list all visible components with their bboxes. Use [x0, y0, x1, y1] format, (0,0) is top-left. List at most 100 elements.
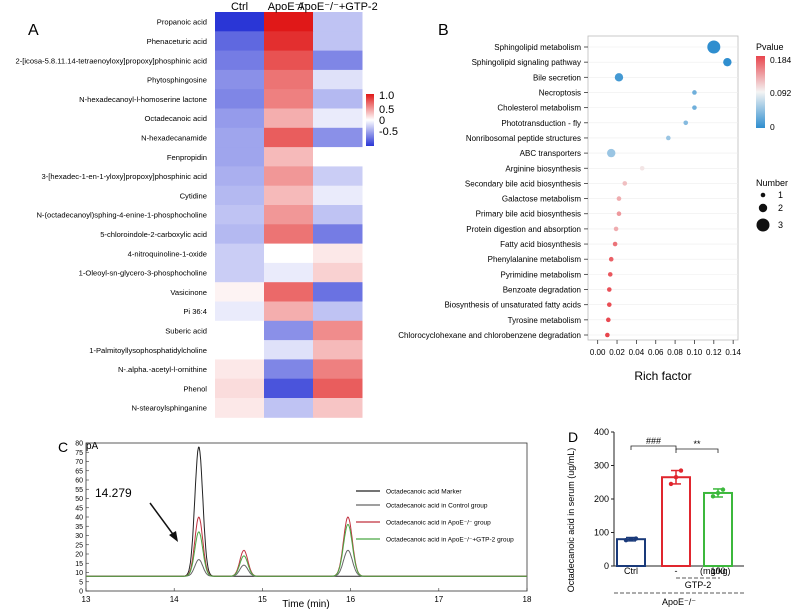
- heatmap-row-label: 1-Palmitoyllysophosphatidylcholine: [89, 346, 207, 355]
- chromatogram-line: [86, 446, 527, 577]
- heatmap-cell: [313, 50, 363, 71]
- chromatogram-y-tick-label: 65: [75, 468, 83, 475]
- colorbar-tick-label: 0.5: [379, 104, 394, 116]
- heatmap-cell: [215, 89, 265, 109]
- bubble-point: [606, 302, 612, 307]
- bar-data-point: [628, 537, 634, 542]
- heatmap-cell: [313, 185, 363, 206]
- heatmap-cell: [215, 147, 265, 167]
- bubble-point: [616, 196, 622, 201]
- colorbar-tick-label: -0.5: [379, 126, 398, 138]
- chromatogram-y-tick-label: 5: [79, 579, 83, 586]
- bar-data-point: [668, 481, 674, 487]
- heatmap-row-label: 1-Oleoyl-sn-glycero-3-phosphocholine: [79, 269, 207, 278]
- heatmap-row-label: N-hexadecanamide: [141, 133, 207, 142]
- heatmap-cell: [215, 31, 265, 52]
- chromatogram-y-ticks: 0 5 10 15 20 25 30 35 40 45 50 55 60 65 70 75 80: [75, 441, 89, 596]
- chromatogram-frame: [85, 442, 528, 592]
- bar-y-tick-label: 100: [594, 528, 609, 538]
- size-legend-dot: [760, 192, 766, 198]
- bar-dose-label: GTP-2: [685, 580, 712, 590]
- heatmap-cell: [264, 398, 314, 418]
- bubble-point: [607, 272, 613, 277]
- panel-c-label: C: [58, 439, 68, 455]
- bubble-category-label: Phenylalanine metabolism: [488, 255, 582, 264]
- bubble-x-tick-label: 0.06: [648, 348, 664, 357]
- bubble-category-label: Sphingolipid signaling pathway: [472, 58, 581, 67]
- bar-y-tick-label: 400: [594, 427, 609, 437]
- bar: [616, 538, 646, 568]
- bubble-x-tick-label: 0.04: [629, 348, 645, 357]
- panel-d-label: D: [568, 429, 578, 445]
- heatmap-cell: [264, 166, 314, 187]
- chromatogram-legend-label: Octadecanoic acid in Control group: [386, 503, 488, 510]
- heatmap-cell: [215, 108, 265, 129]
- heatmap-row-label: N-.alpha.-acetyl-l-ornithine: [118, 365, 207, 374]
- chromatogram-y-tick-label: 20: [75, 552, 83, 559]
- heatmap-row-label: Fenpropidin: [167, 153, 207, 162]
- bubble-category-label: Bile secretion: [533, 73, 581, 82]
- bubble-category-label: Chlorocyclohexane and chlorobenzene degr…: [398, 331, 581, 340]
- bar-marks: ### **: [616, 436, 733, 568]
- bubble-point: [723, 57, 732, 67]
- heatmap-cell: [215, 224, 265, 245]
- size-legend-title: Number: [756, 178, 788, 188]
- chromatogram-y-tick-label: 0: [79, 589, 83, 596]
- bubble-x-tick-label: 0.08: [667, 348, 683, 357]
- pvalue-tick-label: 0.184: [770, 55, 792, 65]
- bubble-point: [608, 256, 614, 262]
- bubble-category-label: Arginine biosynthesis: [505, 164, 581, 173]
- heatmap-cell: [264, 12, 314, 32]
- heatmap-cell: [313, 89, 363, 109]
- chromatogram-x-tick-label: 14: [170, 595, 179, 604]
- chromatogram-y-tick-label: 70: [75, 459, 83, 466]
- bar-y-tick-label: 300: [594, 461, 609, 471]
- heatmap-cell: [215, 398, 265, 418]
- heatmap-cell: [264, 262, 314, 283]
- heatmap-cell: [264, 89, 314, 109]
- chromatogram-legend-label: Octadecanoic acid in ApoE⁻/⁻+GTP-2 group: [386, 537, 514, 544]
- heatmap-cell: [264, 243, 314, 264]
- bubble-category-label: Sphingolipid metabolism: [494, 43, 581, 52]
- chromatogram-x-tick-label: 18: [523, 595, 532, 604]
- bar-units-label: (mg/kg): [700, 566, 731, 576]
- heatmap-cell: [313, 69, 363, 90]
- bubble-category-labels: Sphingolipid metabolism Sphingolipid sign…: [398, 43, 588, 340]
- bubble-plot-area: [587, 35, 739, 341]
- heatmap-row-label: N-(octadecanoyl)sphing-4-enine-1-phospho…: [36, 211, 207, 220]
- heatmap-cell: [264, 147, 314, 167]
- bubble-category-label: ABC transporters: [520, 149, 581, 158]
- bar-data-point: [720, 487, 726, 492]
- heatmap-cell: [215, 262, 265, 283]
- bar-y-axis-label: Octadecanoic acid in serum (ug/mL): [566, 448, 576, 593]
- panel-b-label: B: [438, 22, 449, 39]
- heatmap-cell: [313, 378, 363, 399]
- heatmap-cell: [215, 127, 265, 148]
- heatmap-row-label: 3-[hexadec-1-en-1-yloxy]propoxy]phosphin…: [42, 172, 207, 181]
- heatmap-row-label: N-hexadecanoyl-l-homoserine lactone: [79, 95, 207, 104]
- bar-category-labels: Ctrl - 100: [624, 566, 726, 576]
- bubble-x-tick-label: 0.00: [590, 348, 606, 357]
- bar-data-point: [678, 468, 684, 473]
- peak-arrow-shaft: [149, 502, 176, 538]
- bubble-category-label: Tyrosine metabolism: [508, 316, 582, 325]
- chromatogram-x-tick-label: 17: [434, 595, 443, 604]
- size-legend-dot: [758, 203, 768, 213]
- significance-bracket: [630, 445, 677, 450]
- heatmap-cell: [264, 301, 314, 322]
- heatmap-row-label: 4-nitroquinoline-1-oxide: [128, 249, 207, 258]
- heatmap-cell: [264, 320, 314, 341]
- chromatogram-y-tick-label: 80: [75, 441, 83, 448]
- heatmap-row-labels: Propanoic acid Phenaceturic acid 2-[icosa-…: [15, 18, 207, 413]
- significance-label: ###: [646, 436, 661, 446]
- bar: [703, 491, 733, 567]
- chromatogram-legend: Octadecanoic acid Marker Octadecanoic aci…: [356, 489, 514, 544]
- size-legend-items: 1 2 3: [756, 190, 783, 232]
- heatmap-cell: [264, 205, 314, 225]
- significance-label: **: [693, 439, 701, 449]
- heatmap-cell: [313, 340, 363, 360]
- size-legend-label: 1: [778, 190, 783, 200]
- heatmap-column-label: ApoE⁻/⁻+GTP-2: [297, 1, 377, 13]
- pvalue-legend-title: Pvalue: [756, 42, 784, 52]
- chromatogram-y-tick-label: 25: [75, 542, 83, 549]
